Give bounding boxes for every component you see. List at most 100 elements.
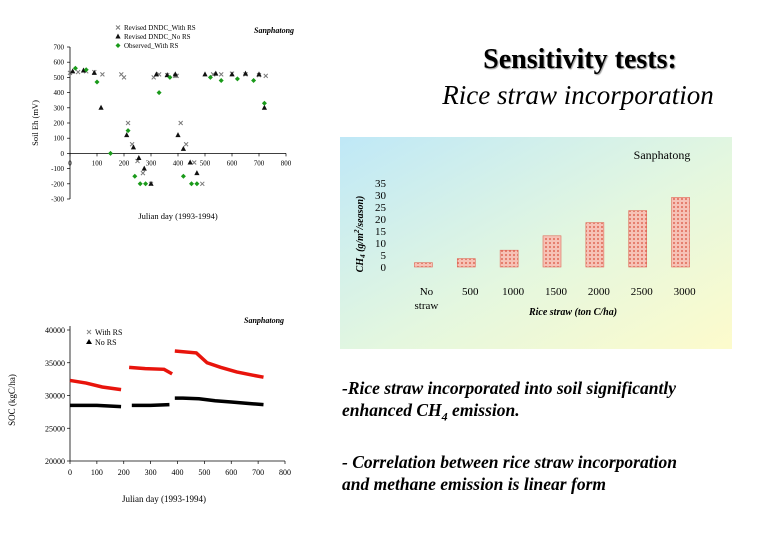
- soil-eh-x-tick-label: 300: [146, 159, 157, 167]
- ch4-bar: [671, 197, 690, 268]
- soc-series-line: [174, 349, 264, 379]
- soc-x-tick-label: 200: [118, 468, 130, 477]
- soil-eh-point: [261, 104, 267, 110]
- soil-eh-y-axis-label: Soil Eh (mV): [30, 100, 40, 146]
- bullet-1-line-1: -Rice straw incorporated into soil signi…: [342, 378, 676, 398]
- soc-series-line: [70, 403, 122, 409]
- soil-eh-point: [189, 181, 194, 187]
- soil-eh-x-axis-label: Julian day (1993-1994): [138, 211, 217, 221]
- soc-x-tick-label: 600: [225, 468, 237, 477]
- soil-eh-legend-marker: [115, 25, 121, 30]
- soil-eh-point: [125, 120, 131, 126]
- soil-eh-point: [261, 100, 267, 106]
- ch4-y-tick-label: 0: [381, 262, 387, 274]
- ch4-y-tick-label: 20: [375, 214, 387, 226]
- bullet-2-line-2: and methane emission is linear form: [342, 474, 606, 494]
- soc-y-tick-label: 25000: [45, 424, 65, 433]
- slide-title: Sensitivity tests:: [483, 44, 677, 75]
- ch4-x-tick-label: 1000: [502, 286, 524, 298]
- soil-eh-point: [213, 70, 219, 76]
- soc-x-tick-label: 800: [279, 468, 291, 477]
- soil-eh-point: [80, 67, 87, 73]
- soil-eh-x-tick-label: 400: [173, 159, 184, 167]
- soil-eh-point: [180, 145, 186, 151]
- soil-eh-point: [229, 71, 235, 77]
- soil-eh-x-tick-label: 600: [227, 159, 238, 167]
- soil-eh-point: [132, 173, 138, 179]
- soc-x-tick-label: 700: [252, 468, 264, 477]
- slide-subtitle: Rice straw incorporation: [442, 80, 714, 110]
- soc-x-tick-label: 400: [172, 468, 184, 477]
- soil-eh-point: [148, 180, 154, 186]
- soil-eh-x-tick-label: 0: [68, 159, 72, 167]
- soil-eh-point: [187, 159, 193, 165]
- soil-eh-y-tick-label: 700: [54, 44, 65, 52]
- soil-eh-y-tick-label: -300: [51, 196, 64, 204]
- soc-x-tick-label: 100: [91, 468, 103, 477]
- soil-eh-point: [194, 181, 200, 187]
- soil-eh-point: [172, 71, 178, 77]
- soil-eh-point: [210, 72, 216, 77]
- soc-legend-label: With RS: [95, 328, 122, 337]
- soil-eh-y-tick-label: 300: [54, 104, 65, 112]
- ch4-bar: [499, 249, 519, 268]
- soil-eh-point: [137, 181, 143, 187]
- soc-legend-marker: [86, 339, 92, 344]
- ch4-bar: [585, 222, 605, 268]
- soc-site-label: Sanphatong: [244, 316, 284, 325]
- soil-eh-x-tick-label: 700: [254, 159, 265, 167]
- soil-eh-point: [130, 144, 137, 150]
- soil-eh-x-tick-label: 800: [281, 159, 292, 167]
- bullet-2-line-1: - Correlation between rice straw incorpo…: [342, 452, 677, 472]
- soil-eh-point: [164, 72, 170, 78]
- ch4-y-tick-label: 25: [375, 202, 387, 214]
- soc-y-tick-label: 40000: [45, 326, 65, 335]
- soil-eh-point: [207, 74, 213, 80]
- ch4-bar: [542, 235, 562, 268]
- soil-eh-point: [143, 181, 149, 187]
- soil-eh-point: [75, 69, 81, 75]
- soil-eh-site-label: Sanphatong: [254, 26, 294, 35]
- soil-eh-point: [194, 170, 200, 176]
- soc-y-tick-label: 35000: [45, 359, 65, 368]
- soil-eh-point: [70, 68, 76, 74]
- soil-eh-point: [191, 160, 197, 165]
- soil-eh-point: [256, 71, 262, 77]
- soil-eh-x-tick-label: 500: [200, 159, 211, 167]
- soc-x-tick-label: 500: [198, 468, 210, 477]
- soc-x-tick-label: 300: [145, 468, 157, 477]
- soil-eh-y-tick-label: 0: [61, 150, 65, 158]
- soc-legend-marker: [86, 329, 92, 335]
- soil-eh-y-tick-label: 200: [54, 120, 65, 128]
- soil-eh-point: [242, 70, 249, 76]
- soil-eh-legend-marker: [115, 33, 121, 39]
- soc-y-tick-label: 30000: [45, 392, 65, 401]
- soil-eh-y-tick-label: 500: [54, 74, 65, 82]
- ch4-site-label: Sanphatong: [634, 148, 691, 162]
- chart-panel-background: [340, 137, 732, 349]
- soil-eh-y-tick-label: 100: [54, 135, 65, 143]
- soil-eh-point: [98, 104, 104, 110]
- soil-eh-legend-label: Observed_With RS: [124, 42, 178, 50]
- soc-y-tick-label: 20000: [45, 457, 65, 466]
- soil-eh-point: [218, 72, 224, 77]
- ch4-x-tick-label: 2000: [588, 286, 611, 298]
- bullet-finding-1: -Rice straw incorporated into soil signi…: [342, 377, 752, 428]
- soil-eh-point: [125, 128, 131, 134]
- soc-series-line: [128, 365, 173, 376]
- soil-eh-point: [124, 132, 130, 138]
- ch4-x-tick-label: 1500: [545, 286, 568, 298]
- soil-eh-point: [202, 71, 208, 77]
- soil-eh-point: [100, 72, 105, 77]
- soil-eh-point: [141, 165, 147, 171]
- soc-series-line: [131, 402, 170, 408]
- soil-eh-chart: 700 600 500 400 300 200 100 0 -100 -200 -300 0 100 20…: [30, 24, 294, 221]
- soil-eh-point: [153, 71, 159, 77]
- soil-eh-legend-label: Revised DNDC_No RS: [124, 33, 191, 41]
- soil-eh-point: [175, 132, 181, 138]
- ch4-bar: [456, 258, 476, 268]
- ch4-x-tick-label: straw: [415, 300, 439, 312]
- soil-eh-point: [199, 181, 205, 187]
- soc-series-line: [174, 396, 264, 407]
